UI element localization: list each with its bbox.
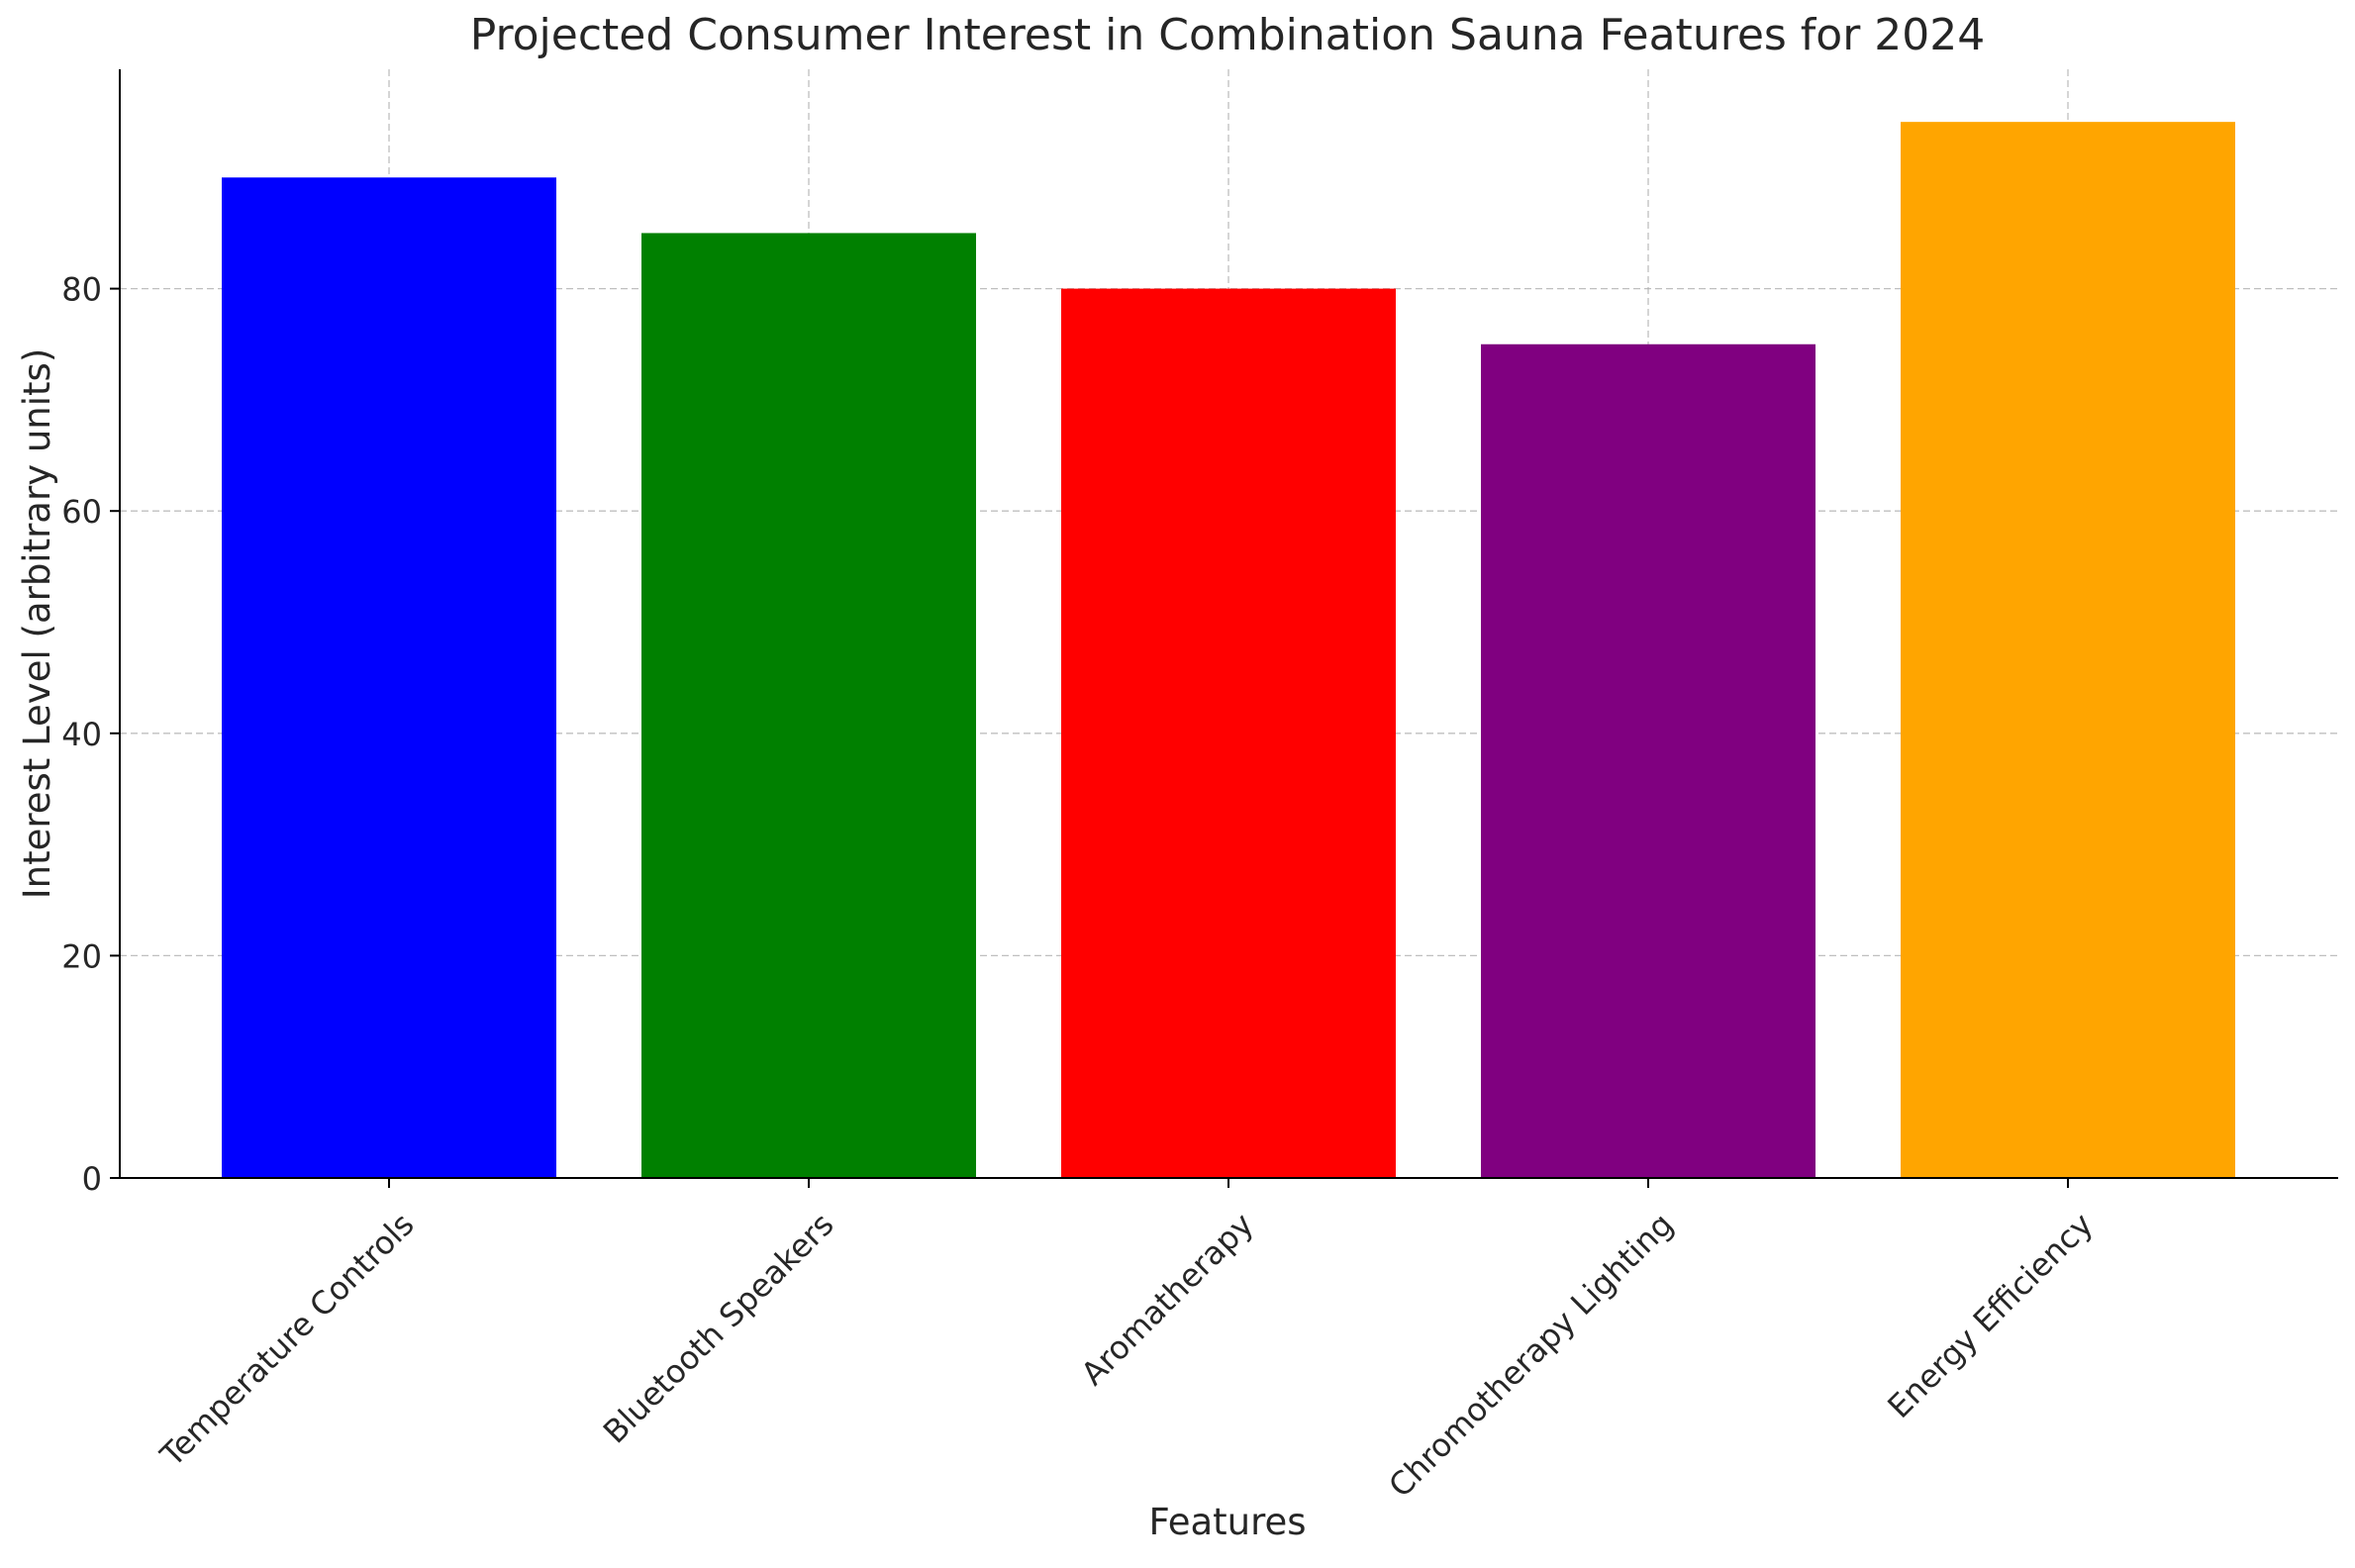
bar-energy-efficiency xyxy=(1901,122,2235,1178)
bars xyxy=(222,122,2235,1179)
y-tick-label: 80 xyxy=(61,271,102,309)
y-tick-label: 40 xyxy=(61,716,102,753)
chart-title: Projected Consumer Interest in Combinati… xyxy=(470,10,1986,60)
y-axis-ticks: 0 20 40 60 80 xyxy=(61,271,120,1198)
bar-temperature-controls xyxy=(222,177,556,1179)
bar-chromotherapy-lighting xyxy=(1481,343,1815,1178)
bar-aromatherapy xyxy=(1061,288,1396,1179)
y-axis-label: Interest Level (arbitrary units) xyxy=(16,348,58,900)
bar-bluetooth-speakers xyxy=(641,233,976,1178)
y-tick-label: 60 xyxy=(61,493,102,531)
x-axis-label: Features xyxy=(1148,1501,1306,1543)
y-tick-label: 20 xyxy=(61,937,102,975)
y-tick-label: 0 xyxy=(82,1160,102,1198)
